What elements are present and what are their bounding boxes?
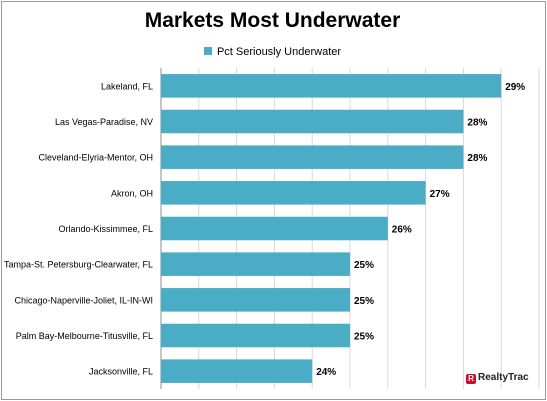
legend: Pct Seriously Underwater: [0, 46, 545, 58]
category-tick-label: Chicago-Naperville-Joliet, IL-IN-WI: [14, 295, 153, 305]
bar: [161, 145, 464, 169]
legend-swatch: [203, 47, 212, 55]
legend-label: Pct Seriously Underwater: [216, 46, 342, 58]
data-label: 28%: [467, 153, 487, 164]
category-tick-label: Cleveland-Elyria-Mentor, OH: [38, 153, 153, 163]
category-tick-label: Palm Bay-Melbourne-Titusville, FL: [16, 331, 153, 341]
bar: [161, 288, 350, 312]
data-label: 26%: [392, 225, 412, 236]
realtytrac-logo: R RealtyTrac: [466, 372, 529, 384]
category-tick-label: Jacksonville, FL: [89, 367, 153, 377]
data-label: 27%: [430, 189, 450, 200]
logo-text: RealtyTrac: [478, 372, 529, 383]
bar: [161, 216, 388, 241]
bar: [161, 74, 502, 98]
logo-mark-icon: R: [466, 374, 476, 384]
category-tick-label: Orlando-Kissimmee, FL: [58, 224, 153, 234]
bar: [161, 109, 464, 134]
data-label: 25%: [354, 332, 374, 343]
data-label: 29%: [505, 82, 525, 93]
chart-title: Markets Most Underwater: [144, 9, 401, 32]
category-tick-label: Akron, OH: [111, 188, 153, 198]
category-tick-label: Tampa-St. Petersburg-Clearwater, FL: [4, 260, 153, 270]
bar: [161, 359, 313, 383]
data-label: 28%: [467, 118, 487, 129]
data-label: 25%: [354, 296, 374, 307]
bar: [161, 323, 350, 348]
bar: [161, 181, 426, 205]
data-label: 25%: [354, 260, 374, 271]
data-label: 24%: [316, 367, 336, 378]
bar: [161, 252, 350, 276]
category-tick-label: Las Vegas-Paradise, NV: [55, 117, 153, 127]
category-tick-label: Lakeland, FL: [101, 81, 153, 91]
